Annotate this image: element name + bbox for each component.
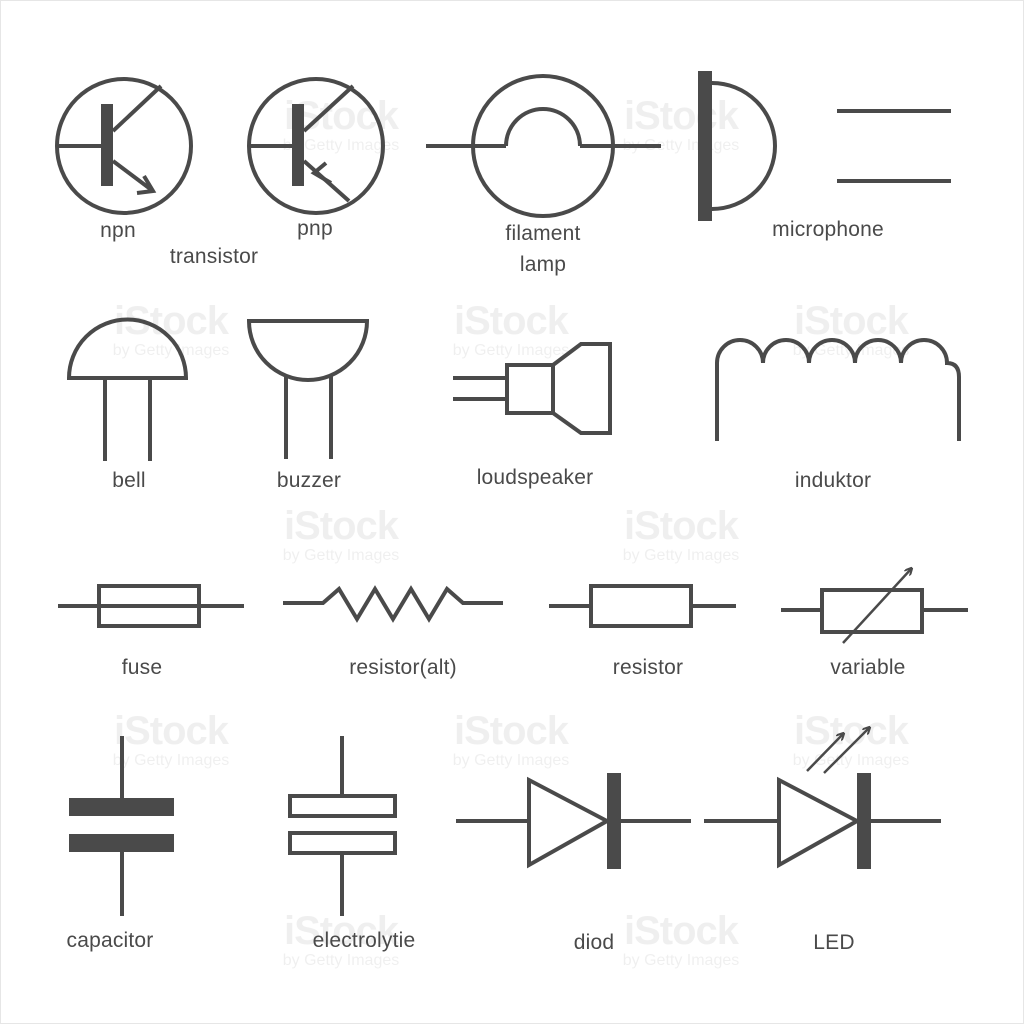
capacitor-symbol: [69, 736, 174, 916]
label-transistor: transistor: [169, 245, 259, 268]
variable-resistor-symbol: [781, 569, 968, 644]
label-capacitor: capacitor: [66, 929, 154, 952]
label-diod: diod: [573, 931, 615, 954]
inductor-symbol: [715, 338, 961, 441]
label-microphone: microphone: [772, 218, 884, 241]
buzzer-symbol: [246, 319, 370, 459]
microphone-symbol: [698, 71, 951, 221]
label-resistor-alt: resistor(alt): [349, 656, 457, 679]
loudspeaker-symbol: [453, 342, 612, 435]
label-pnp: pnp: [297, 217, 333, 240]
bell-symbol: [66, 317, 189, 461]
label-bell: bell: [112, 469, 146, 492]
label-resistor: resistor: [612, 656, 684, 679]
npn-transistor-symbol: [55, 77, 193, 215]
label-filament-lamp-line2: lamp: [519, 253, 567, 276]
resistor-alt-symbol: [283, 585, 503, 623]
label-fuse: fuse: [121, 656, 163, 679]
resistor-symbol: [549, 584, 736, 628]
label-induktor: induktor: [794, 469, 872, 492]
electrolytic-capacitor-symbol: [288, 736, 397, 916]
label-loudspeaker: loudspeaker: [476, 466, 594, 489]
label-led: LED: [813, 931, 855, 954]
led-symbol: [704, 728, 941, 869]
label-npn: npn: [100, 219, 136, 242]
pnp-transistor-symbol: [247, 77, 385, 215]
label-variable: variable: [830, 656, 906, 679]
label-electrolytie: electrolytie: [312, 929, 416, 952]
fuse-symbol: [58, 584, 244, 628]
diode-symbol: [456, 773, 691, 869]
label-buzzer: buzzer: [276, 469, 342, 492]
label-filament-lamp-line1: filament: [505, 222, 581, 245]
filament-lamp-symbol: [426, 74, 661, 218]
